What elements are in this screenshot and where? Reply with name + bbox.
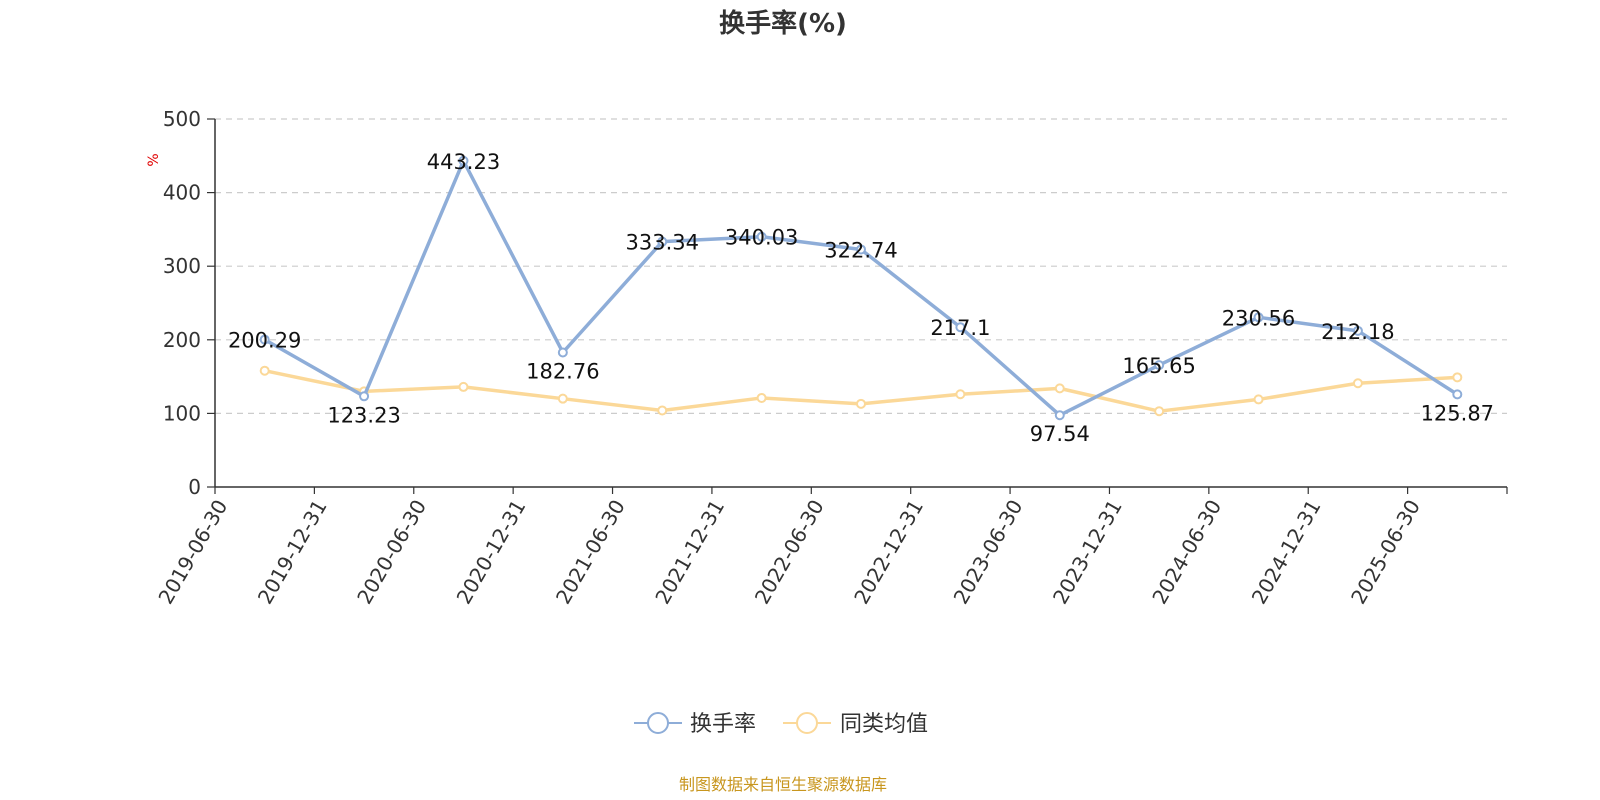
y-tick-label: 100: [163, 401, 201, 425]
data-point: [756, 392, 767, 403]
y-tick-label: 0: [188, 475, 201, 499]
data-point: [756, 231, 767, 242]
data-label: 200.29: [228, 329, 301, 353]
x-tick-label: 2021-12-31: [650, 496, 729, 609]
data-point: [359, 391, 370, 402]
legend-label: 换手率: [690, 712, 756, 737]
x-tick-label: 2023-06-30: [949, 496, 1028, 609]
x-tick-label: 2019-12-31: [253, 496, 332, 609]
x-tick-label: 2024-12-31: [1247, 496, 1326, 609]
y-axis-unit: %: [146, 153, 162, 166]
chart-title: 换手率(%): [719, 8, 847, 39]
data-point: [856, 244, 866, 255]
data-point: [1054, 410, 1065, 421]
data-point: [856, 398, 866, 409]
data-point: [955, 389, 966, 400]
legend-item-0[interactable]: 换手率: [634, 712, 756, 737]
data-point: [1054, 383, 1065, 394]
data-point: [1253, 394, 1264, 405]
data-label: 230.56: [1222, 306, 1295, 330]
x-tick-label: 2022-06-30: [750, 496, 829, 609]
x-tick-label: 2021-06-30: [551, 496, 630, 609]
series-layer: [259, 155, 1463, 421]
data-label: 340.03: [725, 226, 798, 250]
x-tick-label: 2022-12-31: [849, 496, 928, 609]
data-point: [1253, 312, 1264, 323]
data-point: [1352, 325, 1363, 336]
data-label: 165.65: [1122, 354, 1195, 378]
data-label: 333.34: [625, 231, 698, 255]
y-tick-label: 200: [163, 328, 201, 352]
data-point: [557, 347, 568, 358]
data-label: 97.54: [1030, 422, 1090, 446]
x-tick-label: 2025-06-30: [1346, 496, 1425, 609]
x-tick-label: 2023-12-31: [1048, 496, 1127, 609]
data-point: [458, 155, 469, 166]
legend-item-1[interactable]: 同类均值: [783, 712, 928, 737]
source-note: 制图数据来自恒生聚源数据库: [679, 775, 887, 794]
data-point: [1452, 389, 1463, 400]
data-label: 123.23: [327, 403, 400, 427]
data-point: [259, 365, 270, 376]
legend: 换手率 同类均值: [634, 712, 928, 737]
legend-marker: [647, 712, 669, 734]
legend-marker: [796, 712, 818, 734]
x-tick-label: 2020-06-30: [352, 496, 431, 609]
data-point: [458, 381, 469, 392]
x-tick-label: 2020-12-31: [452, 496, 531, 609]
data-point: [657, 236, 668, 247]
x-tick-label: 2019-06-30: [153, 496, 232, 609]
data-point: [1154, 406, 1165, 417]
axes: 0 100 200 300 400 500 2019-06-30 2019-12-31 2020…: [153, 107, 1508, 609]
data-label: 182.76: [526, 359, 599, 383]
y-tick-label: 400: [163, 181, 201, 205]
data-point: [657, 405, 668, 416]
data-point: [557, 393, 568, 404]
data-label: 322.74: [824, 238, 897, 262]
data-label: 125.87: [1421, 401, 1494, 425]
data-point: [1154, 360, 1165, 371]
data-point: [1452, 372, 1463, 383]
data-point: [955, 322, 966, 333]
series-line-0: [263, 159, 1459, 417]
data-point: [259, 334, 270, 345]
data-label: 443.23: [427, 150, 500, 174]
grid-lines: [215, 118, 1507, 414]
y-tick-label: 300: [163, 254, 201, 278]
data-point: [1352, 378, 1363, 389]
data-labels: 200.29 123.23 443.23 182.76 333.34 340.03 322.…: [228, 150, 1494, 446]
data-label: 217.1: [930, 316, 990, 340]
data-label: 212.18: [1321, 320, 1394, 344]
y-tick-label: 500: [163, 107, 201, 131]
legend-label: 同类均值: [840, 712, 928, 737]
x-tick-label: 2024-06-30: [1147, 496, 1226, 609]
